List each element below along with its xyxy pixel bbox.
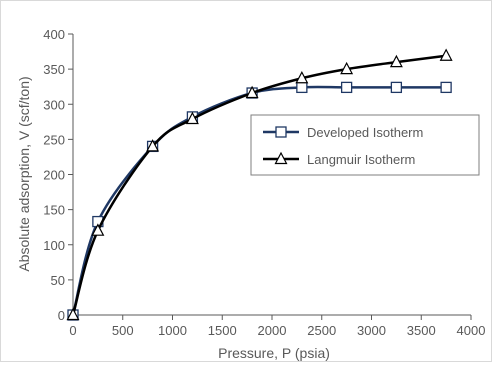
data-point [295,70,309,84]
legend-developed-isotherm-label: Developed Isotherm [307,125,423,140]
x-tick-label: 4000 [457,323,486,338]
data-point [185,111,199,125]
legend-box [250,114,480,176]
data-point [389,54,403,68]
data-point [146,139,160,152]
legend-langmuir-isotherm-marker [274,151,288,165]
y-tick-label: 200 [43,168,65,183]
data-point [296,81,308,94]
x-axis-title: Pressure, P (psia) [218,345,330,361]
series-langmuir-isotherm [66,48,453,321]
x-tick-label: 3000 [357,323,386,338]
data-point [390,81,403,94]
data-point [245,85,259,99]
x-tick-label: 2000 [258,323,287,338]
y-tick-label: 300 [43,97,65,112]
x-tick-label: 500 [112,323,134,338]
y-tick-label: 350 [43,62,65,77]
x-tick-label: 1500 [208,323,237,338]
x-tick-label: 3500 [407,323,436,338]
y-tick-label: 250 [43,132,65,147]
series-line [71,54,447,316]
data-point [91,223,105,236]
y-tick-label: 150 [43,203,65,218]
data-point [440,81,452,94]
y-tick-label: 400 [43,27,65,42]
y-tick-label: 0 [58,308,65,323]
y-axis-title: Absolute adsorption, V (scf/ton) [16,76,32,271]
x-tick-label: 1000 [158,323,187,338]
legend-langmuir-isotherm-label: Langmuir Isotherm [307,152,415,167]
data-point [66,307,80,321]
data-point [340,61,354,75]
data-point [439,48,453,61]
data-point [340,81,353,94]
y-tick-label: 100 [43,238,65,253]
x-tick-label: 2500 [307,323,336,338]
y-tick-label: 50 [51,273,65,288]
legend: Developed Isotherm Langmuir Isotherm [250,114,480,176]
legend-developed-isotherm-marker [275,126,287,138]
x-tick-label: 0 [69,323,76,338]
